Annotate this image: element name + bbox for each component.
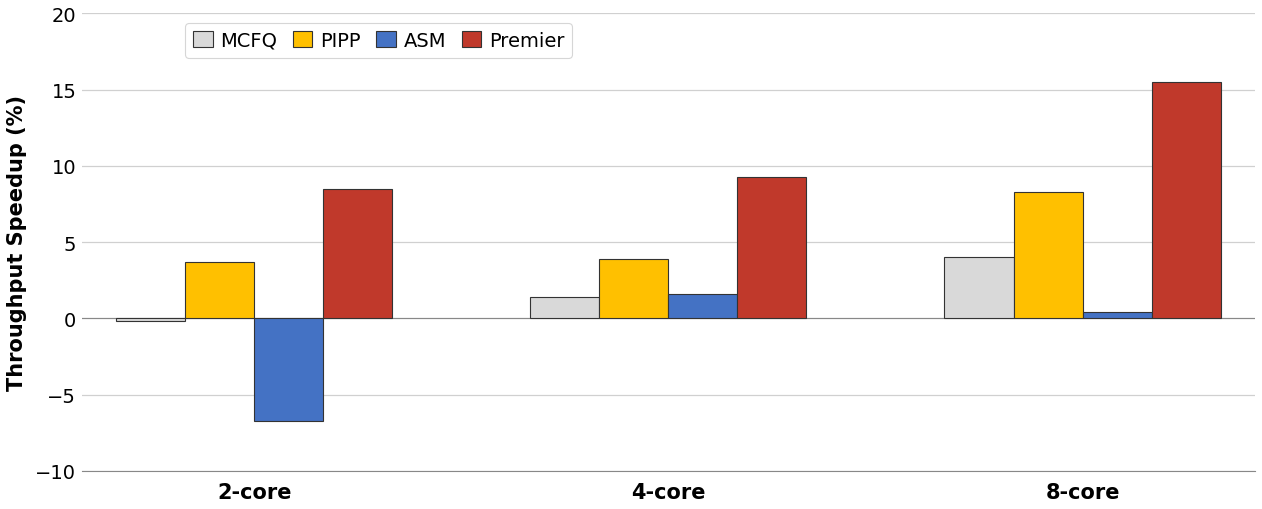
Bar <box>1013 192 1083 319</box>
Bar <box>530 297 599 319</box>
Bar <box>186 263 255 319</box>
Legend: MCFQ, PIPP, ASM, Premier: MCFQ, PIPP, ASM, Premier <box>186 24 572 59</box>
Y-axis label: Throughput Speedup (%): Throughput Speedup (%) <box>8 95 27 390</box>
Bar <box>737 177 806 319</box>
Bar <box>323 189 392 319</box>
Bar <box>255 319 323 421</box>
Bar <box>944 258 1013 319</box>
Bar <box>669 295 737 319</box>
Bar <box>1083 313 1151 319</box>
Bar <box>116 319 186 322</box>
Bar <box>599 260 669 319</box>
Bar <box>1151 83 1220 319</box>
